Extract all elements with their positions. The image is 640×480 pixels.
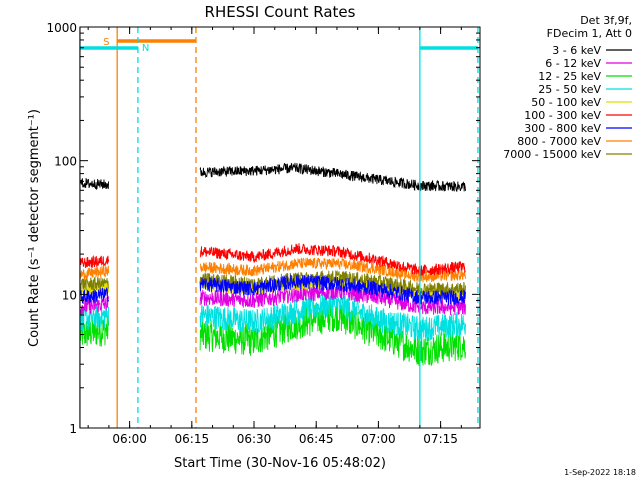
annotation-label-s: S [103,37,109,48]
legend-label-100-300-kev: 100 - 300 keV [524,109,601,122]
x-tick-label: 07:15 [423,432,458,446]
legend-label-50-100-kev: 50 - 100 keV [531,96,601,109]
plot-frame [79,26,481,429]
y-tick-label: 100 [54,155,77,169]
series-line-300-800-kev-segment-2 [199,273,466,305]
series-line-6-12-kev-segment-2 [199,283,466,316]
series-800-7000-kev [79,257,466,283]
x-tick-label: 07:00 [361,432,396,446]
y-tick-label: 1 [69,422,77,436]
series-3-6-kev [79,162,466,192]
series-line-100-300-kev-segment-2 [199,243,466,277]
series-line-800-7000-kev-segment-2 [199,257,466,283]
plot-area [79,162,466,367]
series-line-300-800-kev-segment-1 [79,287,110,305]
legend-label-3-6-kev: 3 - 6 keV [552,44,601,57]
annotation-night-2 [419,27,479,428]
series-300-800-kev [79,273,466,305]
x-tick-label: 06:00 [112,432,147,446]
annotation-label-n: N [142,43,149,54]
series-line-25-50-kev-segment-2 [199,292,466,341]
legend-label-12-25-kev: 12 - 25 keV [538,70,601,83]
series-100-300-kev [79,243,466,277]
annotation-s: S [103,27,197,428]
series-line-800-7000-kev-segment-1 [79,265,110,281]
x-axis-label: Start Time (30-Nov-16 05:48:02) [174,456,386,471]
series-line-7000-15000-kev-segment-1 [80,276,110,291]
legend-label-7000-15000-kev: 7000 - 15000 keV [503,148,601,161]
x-tick-label: 06:45 [299,432,334,446]
legend-label-800-7000-kev: 800 - 7000 keV [517,135,601,148]
legend-label-300-800-kev: 300 - 800 keV [524,122,601,135]
legend-header-line-2: FDecim 1, Att 0 [547,27,632,40]
y-tick-label: 1000 [46,21,77,35]
y-axis-label: Count Rate (s⁻¹ detector segment⁻¹) [27,109,42,347]
series-line-25-50-kev-segment-1 [79,304,110,332]
series-line-100-300-kev-segment-1 [79,255,110,269]
legend-label-6-12-kev: 6 - 12 keV [545,57,601,70]
series-line-12-25-kev-segment-1 [79,314,110,347]
series-line-3-6-kev-segment-1 [79,177,110,190]
series-25-50-kev [79,292,466,341]
series-line-3-6-kev-segment-2 [199,162,466,192]
footer-timestamp: 1-Sep-2022 18:18 [564,468,636,477]
axes: 06:00 06:15 06:30 06:45 07:00 07:15 1 10 100 1000 [46,21,481,446]
y-tick-label: 10 [62,288,77,302]
legend-label-25-50-kev: 25 - 50 keV [538,83,601,96]
chart-title: RHESSI Count Rates [205,3,356,21]
x-tick-label: 06:30 [237,432,272,446]
legend-header-line-1: Det 3f,9f, [580,14,632,27]
x-tick-label: 06:15 [175,432,210,446]
